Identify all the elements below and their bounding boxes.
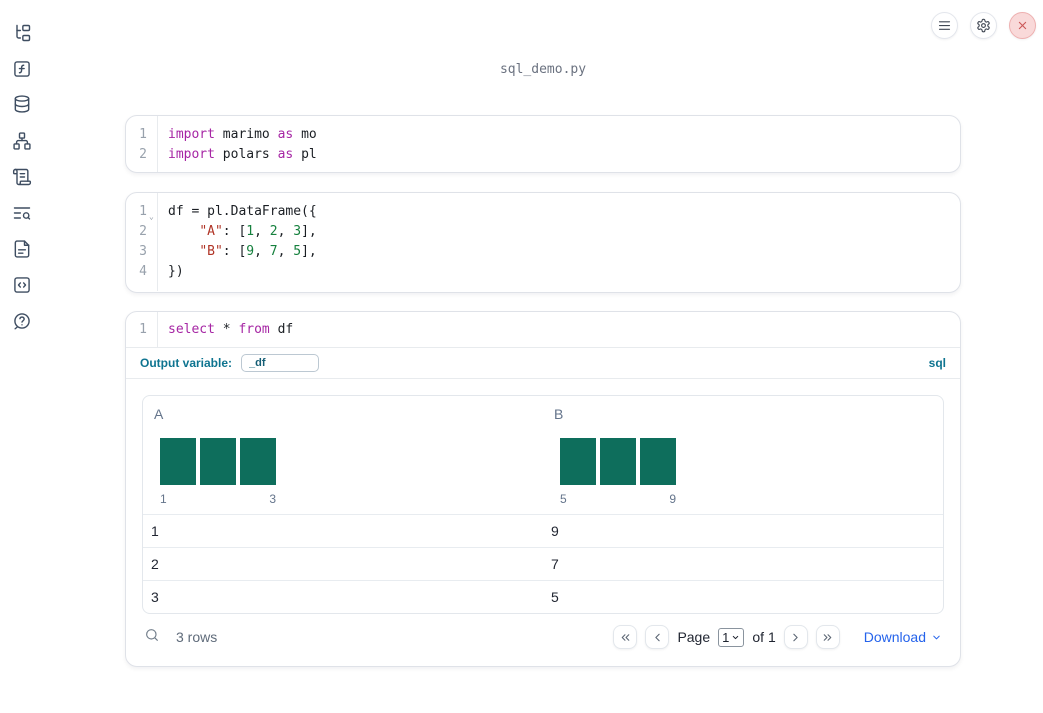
line-number: 1 — [139, 322, 147, 337]
help-icon[interactable] — [12, 311, 32, 331]
histogram-bar — [160, 438, 196, 485]
hist-max-label: 9 — [669, 492, 676, 506]
hist-max-label: 3 — [269, 492, 276, 506]
code-line: "B": [9, 7, 5], — [199, 244, 317, 259]
settings-button[interactable] — [970, 12, 997, 39]
histogram-bar — [640, 438, 676, 485]
line-number: 2 — [139, 224, 147, 239]
code-line: select * from df — [168, 322, 294, 337]
database-icon[interactable] — [12, 94, 32, 114]
table-row: 3 5 — [143, 580, 943, 613]
code-snippet-icon[interactable] — [12, 275, 32, 295]
row-count-label: 3 rows — [176, 629, 218, 645]
hamburger-icon — [938, 21, 951, 30]
page-number-select[interactable]: 1 — [718, 627, 745, 647]
sql-meta-row: Output variable: sql — [126, 348, 960, 379]
code-line: }) — [168, 264, 184, 279]
code-cell-imports: 1 2 import marimo as mo import polars as… — [125, 115, 961, 173]
shutdown-button[interactable] — [1009, 12, 1036, 39]
pagination-controls: Page 1 of 1 Download — [613, 625, 942, 649]
first-page-button[interactable] — [613, 625, 638, 649]
function-icon[interactable] — [12, 59, 32, 79]
table-row: 1 9 — [143, 514, 943, 547]
sidebar — [0, 0, 44, 713]
line-number-gutter: 1 — [126, 312, 158, 347]
search-icon[interactable] — [144, 627, 160, 648]
page-total-label: of 1 — [752, 629, 776, 645]
code-lines: select * from df — [158, 312, 293, 347]
histogram-bar — [560, 438, 596, 485]
text-search-icon[interactable] — [12, 203, 32, 223]
chevrons-left-icon — [621, 633, 630, 641]
last-page-button[interactable] — [815, 625, 840, 649]
sql-cell: 1 select * from df Output variable: sql … — [125, 311, 961, 667]
cell-value: 1 — [151, 523, 159, 539]
cell-value: 2 — [151, 556, 159, 572]
sql-editor[interactable]: 1 select * from df — [126, 312, 960, 348]
output-variable-input[interactable] — [241, 354, 320, 372]
table-footer: 3 rows Page 1 of 1 — [142, 623, 944, 651]
download-button[interactable]: Download — [864, 629, 942, 645]
next-page-button[interactable] — [783, 625, 808, 649]
line-number: 1 — [139, 127, 147, 142]
line-number-gutter: 1 2 — [126, 116, 158, 172]
language-badge: sql — [928, 356, 946, 370]
chevron-left-icon — [655, 633, 660, 641]
line-number: 4 — [139, 264, 147, 279]
cell-value: 3 — [151, 589, 159, 605]
histogram-bar — [200, 438, 236, 485]
menu-button[interactable] — [931, 12, 958, 39]
cell-value: 9 — [551, 523, 559, 539]
previous-page-button[interactable] — [645, 625, 670, 649]
cell-value: 5 — [551, 589, 559, 605]
notebook-filename: sql_demo.py — [499, 62, 587, 77]
line-number-gutter: 1 2 3 4 ⌄ — [126, 193, 158, 291]
chevrons-right-icon — [823, 633, 832, 641]
column-label: B — [554, 406, 564, 422]
line-number: 1 — [139, 204, 147, 219]
chevron-down-icon — [733, 635, 739, 639]
column-label: A — [154, 406, 164, 422]
gear-icon — [977, 18, 990, 33]
code-line: import marimo as mo — [168, 127, 317, 142]
code-editor[interactable]: 1 2 import marimo as mo import polars as… — [126, 116, 960, 172]
code-lines: import marimo as mo import polars as pl — [158, 116, 317, 172]
hist-min-label: 5 — [560, 492, 567, 506]
hist-min-label: 1 — [160, 492, 167, 506]
histogram-bar — [600, 438, 636, 485]
code-lines: df = pl.DataFrame({ "A": [1, 2, 3], "B":… — [158, 193, 317, 291]
output-variable-label: Output variable: — [140, 356, 233, 370]
table-row: 2 7 — [143, 547, 943, 580]
code-line: import polars as pl — [168, 147, 317, 162]
download-label: Download — [863, 629, 926, 645]
scroll-icon[interactable] — [12, 167, 32, 187]
chevron-down-icon — [933, 635, 940, 639]
fold-chevron-icon[interactable]: ⌄ — [149, 212, 154, 221]
dependency-graph-icon[interactable] — [12, 131, 32, 151]
histogram-bar — [240, 438, 276, 485]
code-cell-dataframe: 1 2 3 4 ⌄ df = pl.DataFrame({ "A": [1, 2… — [125, 192, 961, 293]
document-icon[interactable] — [12, 239, 32, 259]
code-line: df = pl.DataFrame({ — [168, 204, 317, 219]
cell-value: 7 — [551, 556, 559, 572]
file-tree-icon[interactable] — [12, 23, 32, 43]
chevron-right-icon — [793, 633, 798, 641]
code-editor[interactable]: 1 2 3 4 ⌄ df = pl.DataFrame({ "A": [1, 2… — [126, 193, 960, 291]
line-number: 3 — [139, 244, 147, 259]
code-line: "A": [1, 2, 3], — [199, 224, 317, 239]
close-icon — [1018, 21, 1027, 30]
page-label: Page — [677, 629, 711, 645]
line-number: 2 — [139, 147, 147, 162]
page-number-value: 1 — [722, 629, 730, 645]
